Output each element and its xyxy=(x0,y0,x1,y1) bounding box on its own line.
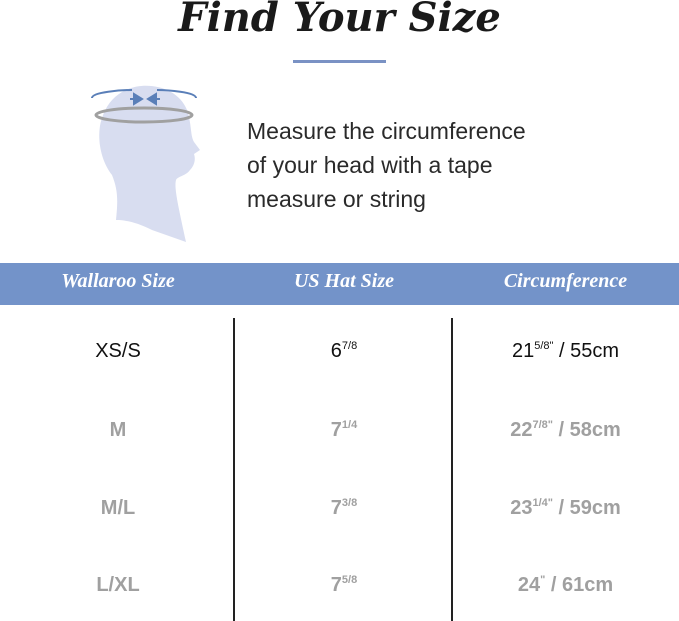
cell-us-hat-size: 73/8 xyxy=(236,497,452,520)
size: M xyxy=(109,419,127,441)
header-wallaroo-size: Wallaroo Size xyxy=(61,270,175,292)
circ_frac: 1/4" xyxy=(532,497,553,509)
cell-circumference: 24" / 61cm xyxy=(452,574,679,597)
circ_frac: 5/8" xyxy=(534,340,554,352)
cell-us-hat-size: 67/8 xyxy=(236,340,452,363)
circ_metric: / 59cm xyxy=(552,497,621,519)
circ_metric: / 61cm xyxy=(545,574,614,596)
circ_frac: 7/8" xyxy=(532,419,553,431)
cell-us-hat-size: 71/4 xyxy=(236,419,452,442)
circ_whole: 22 xyxy=(510,419,533,441)
cell-us-hat-size: 75/8 xyxy=(236,574,452,597)
cell-wallaroo-size: M xyxy=(0,419,236,442)
circ_frac: " xyxy=(540,574,546,586)
circ_whole: 24 xyxy=(517,574,541,596)
head-measurement-icon xyxy=(91,85,200,242)
circ_metric: / 55cm xyxy=(553,340,620,362)
size: L/XL xyxy=(96,574,140,596)
cell-wallaroo-size: L/XL xyxy=(0,574,236,597)
circ_whole: 21 xyxy=(511,340,535,362)
hat_frac: 7/8 xyxy=(341,340,358,352)
circ_metric: / 58cm xyxy=(552,419,621,441)
header-us-hat-size: US Hat Size xyxy=(293,270,395,292)
hat_frac: 5/8 xyxy=(341,574,358,586)
size: XS/S xyxy=(95,340,141,362)
title-underline xyxy=(293,60,386,63)
hat_frac: 3/8 xyxy=(341,497,358,509)
hat_whole: 7 xyxy=(330,574,342,596)
circ_whole: 23 xyxy=(510,497,533,519)
header-circumference: Circumference xyxy=(503,270,628,292)
cell-wallaroo-size: XS/S xyxy=(0,340,236,363)
instruction-line: measure or string xyxy=(247,186,426,212)
column-divider xyxy=(451,318,453,621)
hat_frac: 1/4 xyxy=(341,419,358,431)
page-title: Find Your Size xyxy=(178,0,501,41)
cell-circumference: 227/8" / 58cm xyxy=(452,419,679,442)
instruction-line: Measure the circumference xyxy=(247,118,526,144)
table-header xyxy=(0,263,679,305)
instruction-line: of your head with a tape xyxy=(247,152,493,178)
cell-circumference: 231/4" / 59cm xyxy=(452,497,679,520)
size: M/L xyxy=(100,497,136,519)
instruction-text: Measure the circumference of your head w… xyxy=(247,114,526,216)
cell-circumference: 215/8" / 55cm xyxy=(452,340,679,363)
hat_whole: 7 xyxy=(330,497,342,519)
hat_whole: 7 xyxy=(330,419,342,441)
hat_whole: 6 xyxy=(330,340,342,362)
cell-wallaroo-size: M/L xyxy=(0,497,236,520)
column-divider xyxy=(233,318,235,621)
